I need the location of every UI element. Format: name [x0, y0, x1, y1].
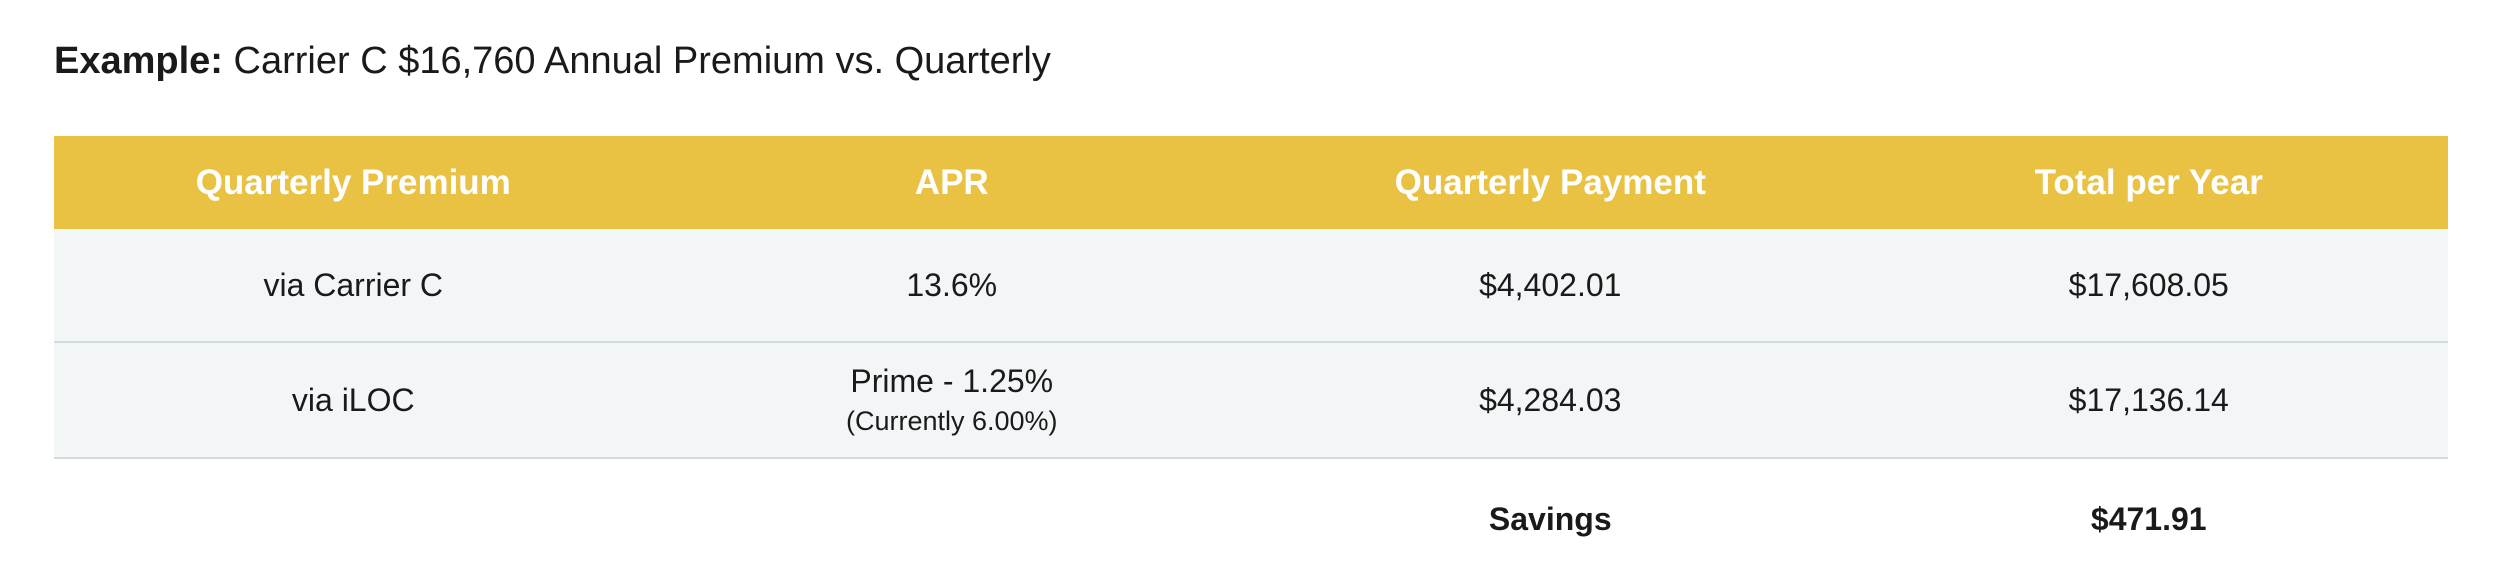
cell-text: Prime - 1.25%: [850, 363, 1054, 399]
cell-text: via iLOC: [291, 381, 415, 418]
empty-cell: [653, 458, 1252, 579]
table-cell: via Carrier C: [54, 229, 653, 343]
table-cell: Prime - 1.25% (Currently 6.00%): [652, 342, 1251, 459]
empty-cell: [54, 458, 653, 579]
header-cell: Total per Year: [1849, 136, 2448, 229]
savings-row: Savings $471.91: [54, 458, 2448, 579]
table-cell: $17,608.05: [1849, 229, 2448, 343]
cell-text: $4,284.03: [1479, 381, 1622, 418]
table-cell: $4,284.03: [1251, 342, 1850, 459]
table-cell: $4,402.01: [1251, 229, 1850, 343]
table-row: via iLOC Prime - 1.25% (Currently 6.00%) $4…: [54, 342, 2448, 459]
table-cell: via iLOC: [54, 342, 653, 459]
table-cell: $17,136.14: [1849, 342, 2448, 459]
header-cell: Quarterly Payment: [1251, 136, 1850, 229]
table-cell: 13.6%: [652, 229, 1251, 343]
comparison-table: Quarterly Premium APR Quarterly Payment Tot…: [54, 136, 2448, 579]
cell-text: $17,608.05: [2068, 266, 2229, 303]
savings-label: Savings: [1488, 500, 1612, 537]
page: {"title": {"label": "Example:", "text": …: [54, 36, 2448, 537]
header-row: Quarterly Premium APR Quarterly Payment Tot…: [54, 136, 2448, 229]
header-cell: APR: [652, 136, 1251, 229]
cell-text: 13.6%: [906, 266, 998, 303]
savings-value: $471.91: [2090, 500, 2207, 537]
header-cell: Quarterly Premium: [54, 136, 653, 229]
cell-text: via Carrier C: [263, 266, 444, 303]
cell-note: (Currently 6.00%): [845, 406, 1058, 436]
table-row: via Carrier C 13.6% $4,402.01 $17,608.05: [54, 229, 2448, 343]
cell-text: $17,136.14: [2068, 381, 2229, 418]
title-text: Carrier C $16,760 Annual Premium vs. Qua…: [233, 40, 1051, 82]
title-label: Example:: [54, 40, 223, 82]
cell-text: $4,402.01: [1479, 266, 1622, 303]
title: Example: Carrier C $16,760 Annual Premiu…: [54, 36, 1051, 86]
